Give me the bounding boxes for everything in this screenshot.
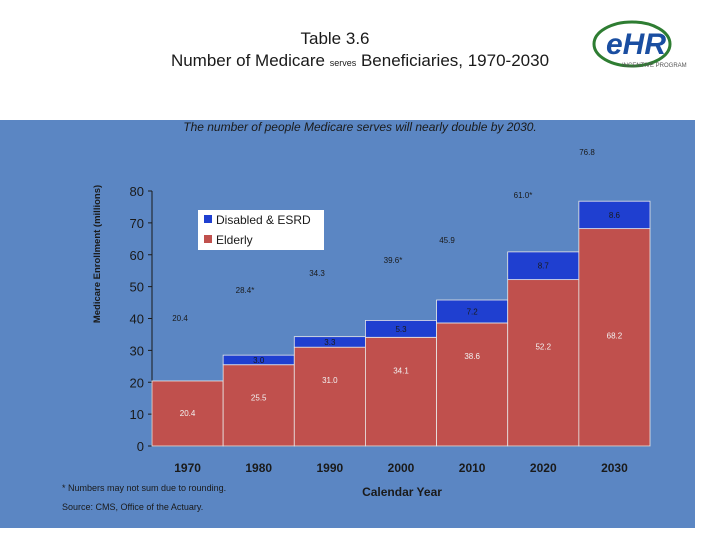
x-tick-label-1980: 1980 <box>245 461 272 475</box>
bar-elderly-1970 <box>151 380 224 447</box>
title-line-2: Number of Medicare serves Beneficiaries,… <box>0 50 720 74</box>
total-label-2010: 45.9 <box>439 236 455 245</box>
y-tick-label: 40 <box>130 312 144 327</box>
logo-text: eHR <box>606 28 666 61</box>
bar-elderly-1980 <box>222 364 295 447</box>
chart-title: Table 3.6 Number of Medicare serves Bene… <box>0 28 720 74</box>
total-label-2000: 39.6* <box>384 256 403 265</box>
x-tick-label-1990: 1990 <box>317 461 344 475</box>
logo-tagline: INCENTIVE PROGRAM <box>622 63 687 69</box>
label-elderly-2030: 68.2 <box>607 332 623 341</box>
total-label-1990: 34.3 <box>309 269 325 278</box>
legend-box <box>198 210 324 250</box>
legend-label-disabled: Disabled & ESRD <box>216 213 311 227</box>
total-label-2020: 61.0* <box>514 191 533 200</box>
x-tick-label-1970: 1970 <box>174 461 201 475</box>
y-tick-label: 20 <box>130 375 144 390</box>
title-post: Beneficiaries, 1970-2030 <box>360 51 550 70</box>
total-label-2030: 76.8 <box>579 148 595 157</box>
x-tick-label-2010: 2010 <box>459 461 486 475</box>
y-tick-label: 70 <box>130 216 144 231</box>
bar-disabled-2030 <box>578 200 651 230</box>
ehr-logo: eHR INCENTIVE PROGRAM <box>592 20 687 69</box>
label-elderly-2020: 52.2 <box>535 343 551 352</box>
footnote-source: Source: CMS, Office of the Actuary. <box>62 502 204 512</box>
footnote-rounding: * Numbers may not sum due to rounding. <box>62 483 227 493</box>
bar-elderly-2010 <box>436 322 509 447</box>
y-tick-label: 50 <box>130 280 144 295</box>
bar-elderly-1990 <box>293 346 366 447</box>
label-elderly-2000: 34.1 <box>393 366 409 375</box>
chart-subtitle: The number of people Medicare serves wil… <box>183 120 537 134</box>
legend-swatch-disabled <box>204 215 212 223</box>
total-label-1980: 28.4* <box>236 286 255 295</box>
legend-swatch-elderly <box>204 235 212 243</box>
x-axis-label: Calendar Year <box>362 485 442 499</box>
title-line-1: Table 3.6 <box>300 29 370 48</box>
total-label-1970: 20.4 <box>172 314 188 323</box>
y-tick-label: 0 <box>137 439 144 454</box>
bar-elderly-2020 <box>507 279 580 447</box>
y-tick-label: 30 <box>130 343 144 358</box>
legend-label-elderly: Elderly <box>216 233 253 247</box>
y-tick-label: 10 <box>130 407 144 422</box>
logo-ring <box>592 20 672 68</box>
bar-disabled-2020 <box>507 251 580 281</box>
title-small-word: serves <box>329 58 357 68</box>
y-axis-label: Medicare Enrollment (millions) <box>92 185 103 323</box>
x-tick-label-2030: 2030 <box>601 461 628 475</box>
label-elderly-1980: 25.5 <box>251 394 267 403</box>
label-disabled-1990: 3.3 <box>324 338 336 347</box>
label-disabled-2030: 8.6 <box>609 211 621 220</box>
y-tick-label: 80 <box>130 184 144 199</box>
label-disabled-2010: 7.2 <box>467 307 479 316</box>
bar-elderly-2000 <box>365 336 437 447</box>
title-pre: Number of Medicare <box>170 51 325 70</box>
label-disabled-1980: 3.0 <box>253 356 265 365</box>
label-disabled-2020: 8.7 <box>538 262 550 271</box>
x-tick-label-2000: 2000 <box>388 461 415 475</box>
label-disabled-2000: 5.3 <box>395 325 407 334</box>
x-tick-label-2020: 2020 <box>530 461 557 475</box>
y-tick-label: 60 <box>130 248 144 263</box>
bar-elderly-2030 <box>578 228 651 447</box>
label-elderly-2010: 38.6 <box>464 352 480 361</box>
label-elderly-1970: 20.4 <box>180 409 196 418</box>
label-elderly-1990: 31.0 <box>322 376 338 385</box>
